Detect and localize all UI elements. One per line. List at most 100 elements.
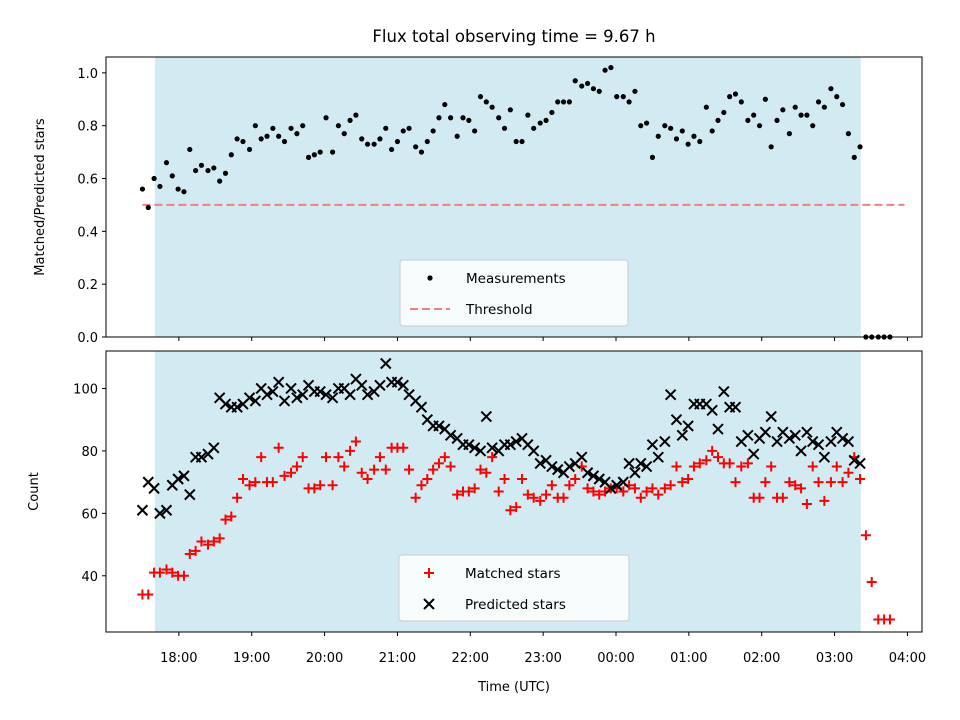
data-point <box>566 99 572 105</box>
data-point <box>196 536 207 547</box>
data-point <box>701 455 712 466</box>
data-point <box>821 104 827 110</box>
legend-marker <box>424 568 434 578</box>
data-point <box>584 80 591 87</box>
data-point <box>796 483 807 494</box>
legend-box <box>398 554 630 622</box>
data-point <box>499 474 510 485</box>
data-point <box>629 467 641 479</box>
data-point <box>570 474 581 485</box>
data-point <box>618 486 629 497</box>
data-point <box>576 451 588 463</box>
data-point <box>208 442 220 454</box>
data-point <box>380 464 391 475</box>
data-point <box>483 99 489 105</box>
data-point <box>244 480 255 491</box>
y-tick-label: 0.4 <box>77 225 98 240</box>
data-point <box>175 186 181 192</box>
data-point <box>742 429 754 442</box>
data-point <box>468 442 481 454</box>
data-point <box>228 152 234 158</box>
data-point <box>361 389 374 401</box>
data-point <box>297 389 309 401</box>
y-tick-label: 0.8 <box>77 120 98 135</box>
data-point <box>602 67 608 73</box>
data-point <box>279 470 290 481</box>
data-point <box>652 451 664 463</box>
data-point <box>211 165 217 171</box>
x-tick-label: 03:00 <box>816 651 853 666</box>
data-point <box>341 131 347 137</box>
data-point <box>276 133 282 139</box>
data-point <box>854 457 866 470</box>
data-point <box>480 410 493 423</box>
data-point <box>184 548 195 559</box>
data-point <box>662 123 668 129</box>
data-point <box>839 101 846 108</box>
data-point <box>713 452 723 463</box>
data-point <box>780 107 786 113</box>
data-point <box>424 138 430 145</box>
data-point <box>537 120 543 126</box>
data-point <box>688 461 699 472</box>
x-axis-label: Time (UTC) <box>477 680 550 695</box>
data-point <box>356 379 368 392</box>
data-point <box>410 492 421 503</box>
data-point <box>784 477 795 488</box>
data-point <box>563 460 576 473</box>
data-point <box>587 470 600 482</box>
data-point <box>187 146 193 153</box>
data-point <box>664 389 677 401</box>
data-point <box>760 477 771 488</box>
data-point <box>151 175 157 182</box>
data-point <box>638 123 644 129</box>
data-point <box>581 467 594 479</box>
data-point <box>614 94 620 100</box>
data-point <box>552 463 564 476</box>
data-point <box>195 451 208 463</box>
data-point <box>626 99 632 105</box>
data-point <box>163 160 170 166</box>
data-point <box>560 99 567 105</box>
data-point <box>418 149 425 155</box>
data-point <box>676 429 689 442</box>
data-point <box>205 167 211 174</box>
data-point <box>139 186 146 192</box>
data-point <box>469 483 480 494</box>
data-point <box>831 461 842 472</box>
data-point <box>670 413 683 426</box>
data-point <box>261 389 273 401</box>
data-point <box>143 589 154 600</box>
top-panel-flux-ratio: 0.0 0.2 0.4 0.6 0.8 1.0 Matched/Predicted star… <box>33 56 923 346</box>
data-point <box>460 115 466 121</box>
data-point <box>751 112 757 118</box>
data-point <box>226 511 237 522</box>
data-point <box>707 445 718 456</box>
data-point <box>487 452 498 463</box>
data-point <box>157 183 163 190</box>
x-tick-label: 19:00 <box>233 651 270 666</box>
data-point <box>237 474 248 485</box>
data-point <box>531 125 537 131</box>
data-point <box>673 136 680 142</box>
data-point <box>677 477 688 488</box>
data-point <box>729 401 742 413</box>
data-point <box>278 395 291 407</box>
data-point <box>801 498 812 509</box>
data-point <box>825 477 836 488</box>
data-point <box>732 91 739 97</box>
data-point <box>798 112 804 118</box>
data-point <box>309 483 320 494</box>
data-point <box>812 438 825 451</box>
data-point <box>747 448 760 460</box>
data-point <box>632 88 638 94</box>
data-point <box>406 125 412 131</box>
data-point <box>727 94 733 100</box>
data-point <box>777 492 788 503</box>
data-point <box>837 477 848 488</box>
y-tick-label: 80 <box>81 445 98 460</box>
data-point <box>771 435 783 448</box>
data-point <box>222 170 229 176</box>
legend-marker <box>423 598 435 610</box>
series-predicted-stars <box>136 357 866 520</box>
